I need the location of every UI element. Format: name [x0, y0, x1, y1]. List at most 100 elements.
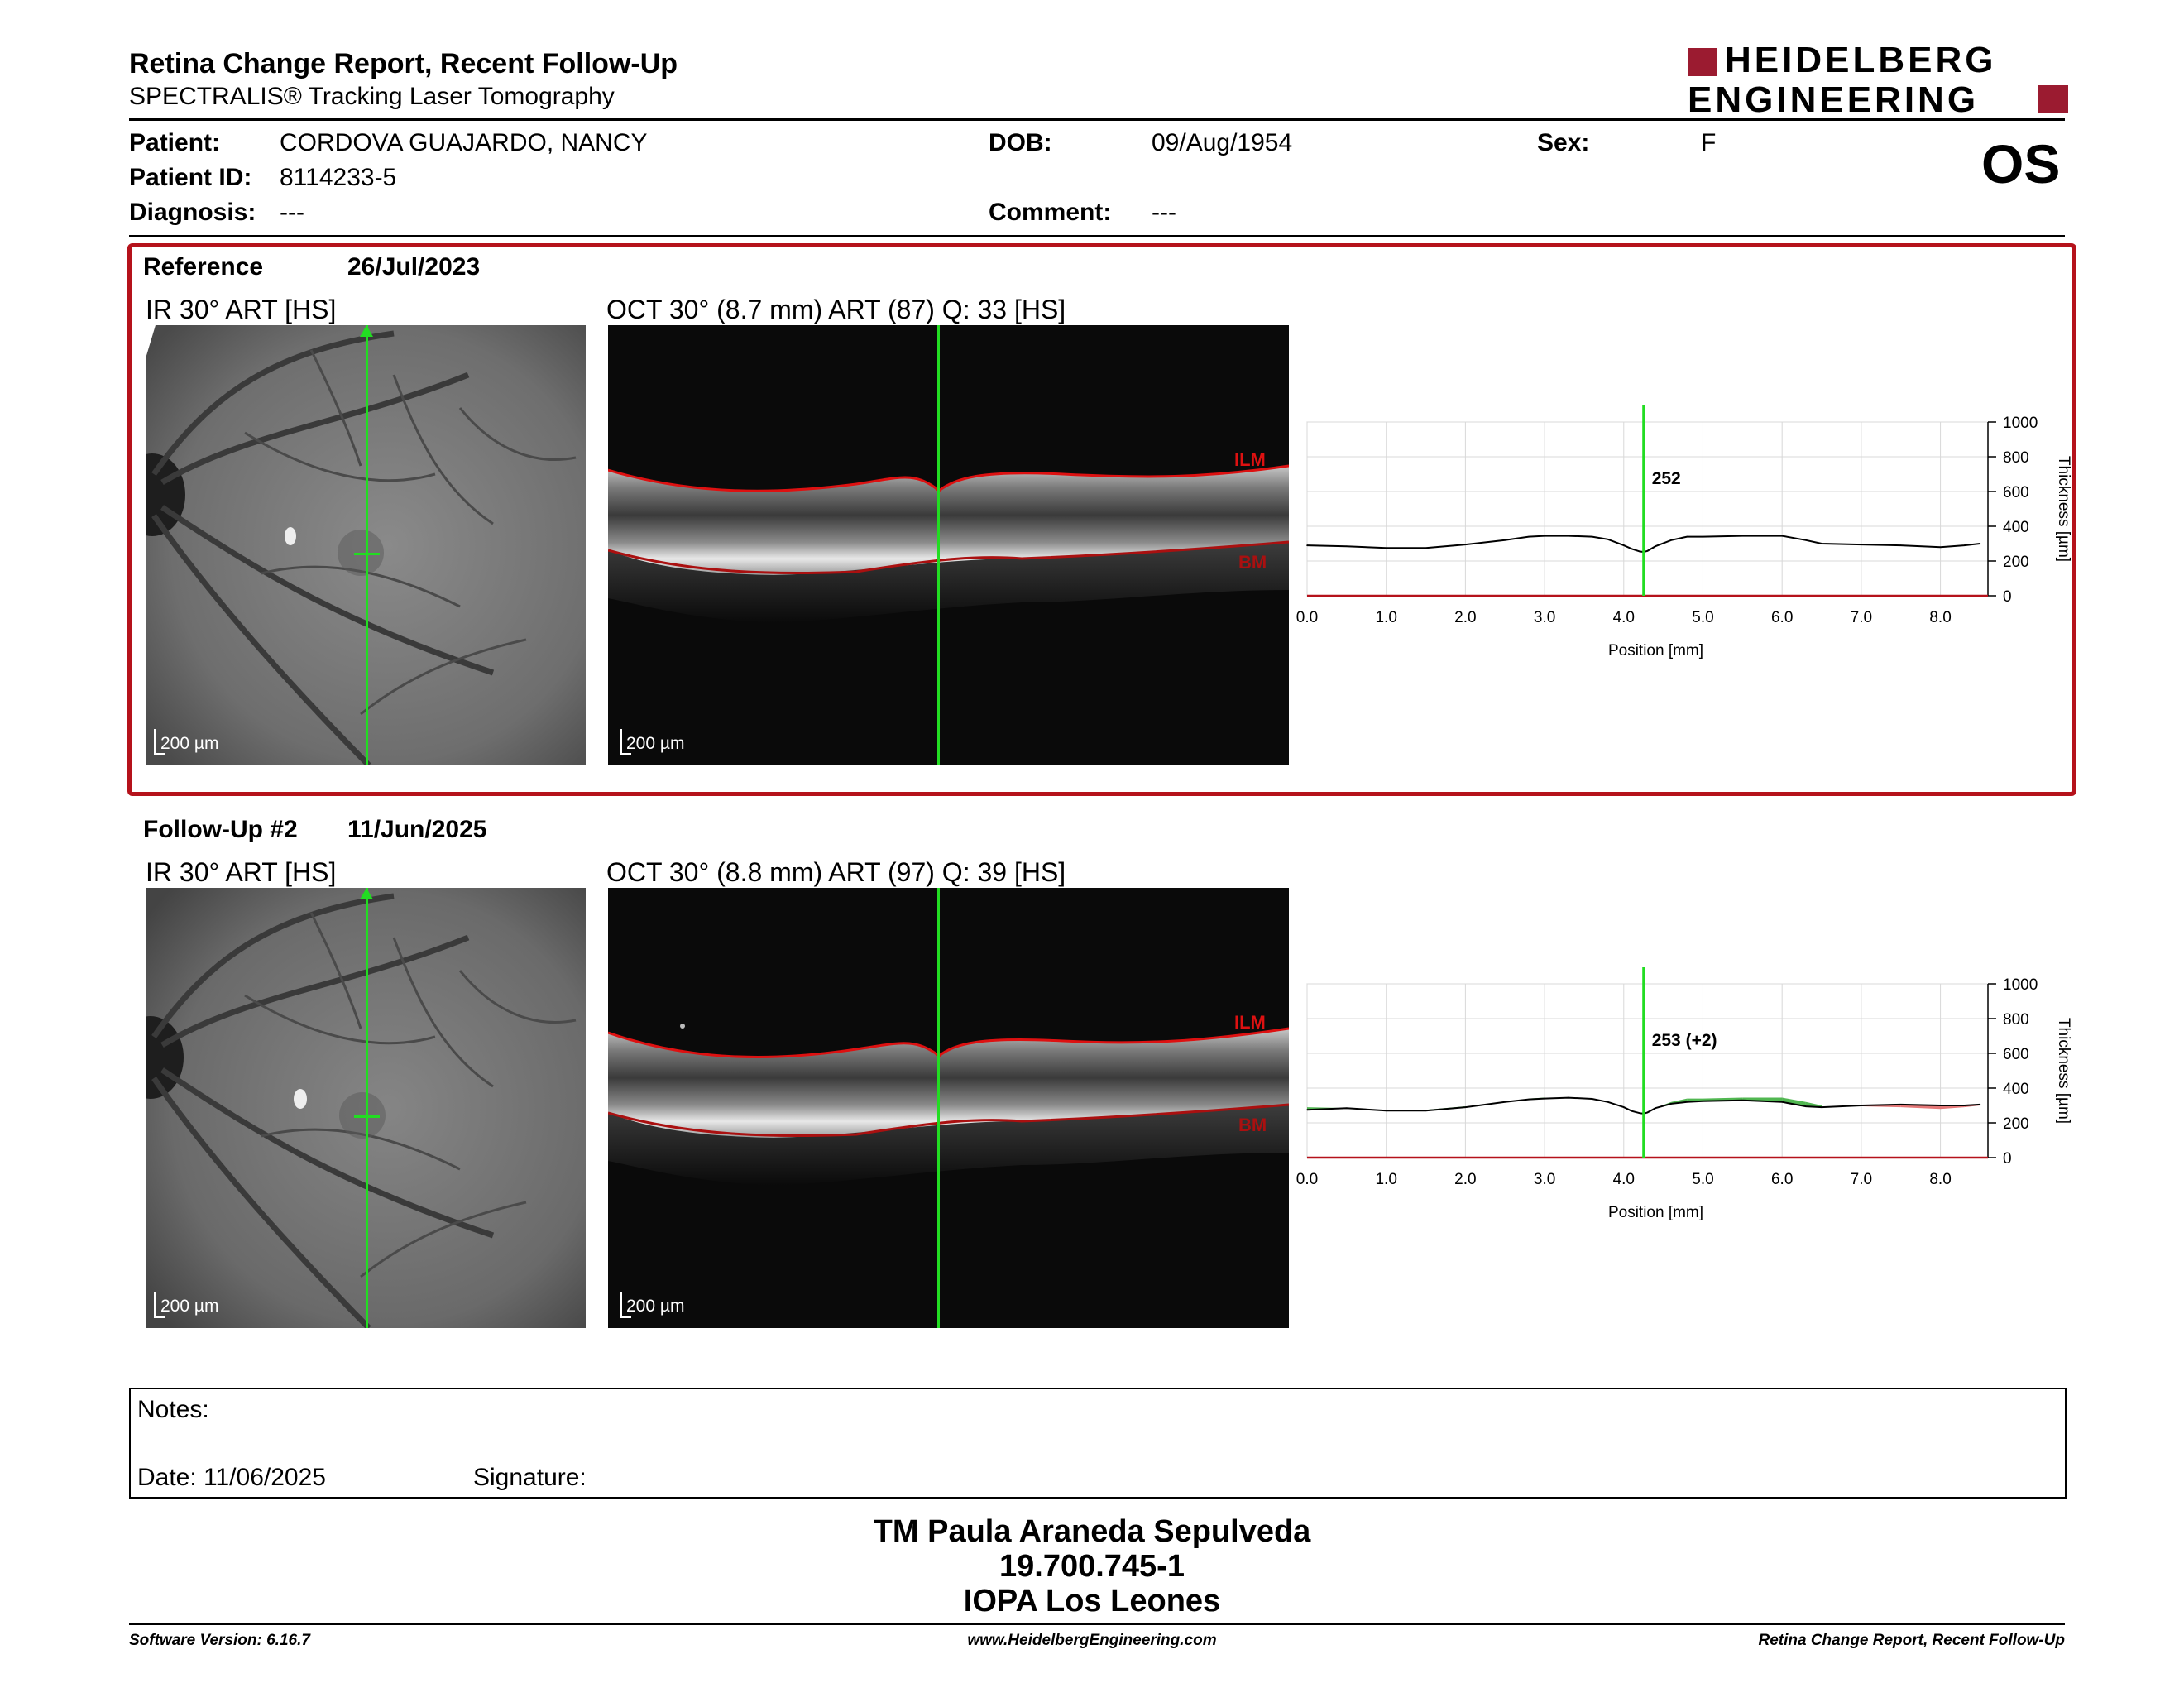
footer-divider [129, 1623, 2065, 1625]
x-tick-label: 4.0 [1613, 609, 1635, 626]
thickness-point [1655, 1107, 1656, 1109]
x-tick-label: 7.0 [1851, 1171, 1872, 1188]
thickness-point [1979, 1104, 1981, 1105]
thickness-point [1385, 1110, 1387, 1112]
reference-ir-title: IR 30° ART [HS] [146, 295, 337, 324]
followup-oct-image[interactable]: ILM BM 200 µm [608, 888, 1289, 1328]
patient-id: 8114233-5 [280, 164, 397, 191]
notes-date: Date: 11/06/2025 [137, 1464, 326, 1491]
reference-oct-bscan [608, 464, 1289, 623]
x-tick-label: 4.0 [1613, 1171, 1635, 1188]
y-tick-label: 1000 [2003, 415, 2038, 432]
reference-thickness-chart: 0.0 1.0 2.0 3.0 4.0 5.0 6.0 7.0 8.0 0 200 400 600 800… [1296, 405, 2072, 659]
report-title: Retina Change Report, Recent Follow-Up [129, 48, 678, 79]
sex-value: F [1701, 129, 1717, 156]
notes-box[interactable]: Notes: Date: 11/06/2025 Signature: [129, 1388, 2067, 1499]
thickness-point [1639, 550, 1640, 553]
change-area [1671, 1098, 1688, 1104]
thickness-point [1607, 1101, 1609, 1103]
thickness-point [1639, 1112, 1640, 1114]
logo-line2: ENGINEERING [1688, 79, 1980, 120]
reference-oct-image[interactable]: ILM BM 200 µm [608, 325, 1289, 765]
thickness-point [1425, 547, 1427, 549]
thickness-point [1306, 544, 1308, 546]
eye-badge: OS [1981, 133, 2061, 194]
followup-label: Follow-Up #2 [143, 816, 298, 843]
cursor-value-label: 252 [1652, 469, 1681, 488]
reference-bm-label: BM [1238, 552, 1267, 573]
thickness-point [1821, 543, 1822, 544]
y-tick-label: 200 [2003, 1115, 2029, 1133]
x-tick-label: 2.0 [1454, 609, 1476, 626]
followup-ir-scan-line [366, 888, 368, 1328]
followup-ir-image[interactable]: 200 µm [146, 888, 586, 1328]
reference-frame [127, 243, 2076, 796]
x-tick-label: 0.0 [1296, 609, 1318, 626]
reference-oct-cursor [937, 325, 940, 765]
thickness-point [1646, 1111, 1649, 1114]
dob-label: DOB: [989, 129, 1052, 156]
x-tick-label: 7.0 [1851, 609, 1872, 626]
change-area [1940, 1105, 1965, 1110]
thickness-point [1821, 1106, 1822, 1108]
website-link[interactable]: www.HeidelbergEngineering.com [967, 1632, 1217, 1649]
patient-divider [129, 235, 2065, 237]
comment-value: --- [1152, 199, 1176, 226]
plot-area [1306, 983, 1989, 1158]
thickness-point [1568, 535, 1569, 537]
operator-clinic: IOPA Los Leones [963, 1584, 1221, 1618]
reference-bm-line [608, 540, 1289, 575]
thickness-point [1591, 1098, 1593, 1100]
thickness-point [1741, 535, 1744, 537]
thickness-point [1861, 1105, 1862, 1106]
reference-ir-scan-line [366, 325, 368, 765]
thickness-point [1623, 544, 1625, 546]
followup-oct-scale: 200 µm [620, 1288, 719, 1318]
thickness-point [1306, 1109, 1308, 1111]
thickness-point [1979, 543, 1981, 544]
followup-ilm-label: ILM [1234, 1012, 1266, 1033]
followup-oct-cursor [937, 888, 940, 1328]
cursor-value-label: 253 (+2) [1652, 1031, 1717, 1050]
followup-oct-bscan [608, 1024, 1289, 1186]
plot-area [1306, 421, 1989, 597]
logo-line1: HEIDELBERG [1725, 40, 1997, 80]
thickness-point [1939, 1105, 1942, 1106]
thickness-point [1741, 1099, 1744, 1101]
thickness-point [1805, 539, 1807, 541]
logo-square-top [1688, 48, 1717, 76]
y-tick-label: 600 [2003, 484, 2029, 501]
thickness-point [1646, 550, 1649, 552]
fovea-crosshair-icon [354, 1115, 380, 1118]
reference-oct-scale: 200 µm [620, 726, 719, 755]
x-tick-label: 3.0 [1534, 609, 1555, 626]
thickness-point [1631, 1110, 1633, 1112]
comment-label: Comment: [989, 199, 1112, 226]
thickness-point [1464, 544, 1467, 545]
y-tick-label: 800 [2003, 1011, 2029, 1029]
thickness-point [1504, 539, 1506, 541]
operator-name: TM Paula Araneda Sepulveda [873, 1514, 1311, 1549]
reference-label: Reference [143, 253, 264, 281]
x-axis-label: Position [mm] [1608, 1204, 1703, 1221]
x-tick-label: 8.0 [1929, 609, 1951, 626]
followup-thickness-chart: 0.0 1.0 2.0 3.0 4.0 5.0 6.0 7.0 8.0 0 200 400 600 800… [1296, 967, 2072, 1221]
followup-ir-scale: 200 µm [154, 1288, 253, 1318]
followup-ir-scale-label: 200 µm [160, 1297, 219, 1316]
thickness-point [1544, 535, 1545, 537]
y-tick-label: 0 [2003, 1150, 2012, 1168]
thickness-point [1805, 1105, 1807, 1107]
x-tick-label: 5.0 [1692, 1171, 1713, 1188]
thickness-point [1623, 1106, 1625, 1108]
thickness-point [1528, 535, 1530, 538]
change-area [1782, 1097, 1806, 1107]
thickness-point [1781, 1101, 1783, 1103]
header-divider [129, 118, 2065, 121]
x-axis-label: Position [mm] [1608, 642, 1703, 659]
thickness-point [1963, 544, 1966, 546]
y-tick-label: 0 [2003, 588, 2012, 606]
reference-ir-image[interactable]: 200 µm [146, 325, 586, 765]
thickness-point [1464, 1106, 1467, 1108]
thickness-point [1631, 548, 1633, 550]
patient-id-label: Patient ID: [129, 164, 252, 191]
